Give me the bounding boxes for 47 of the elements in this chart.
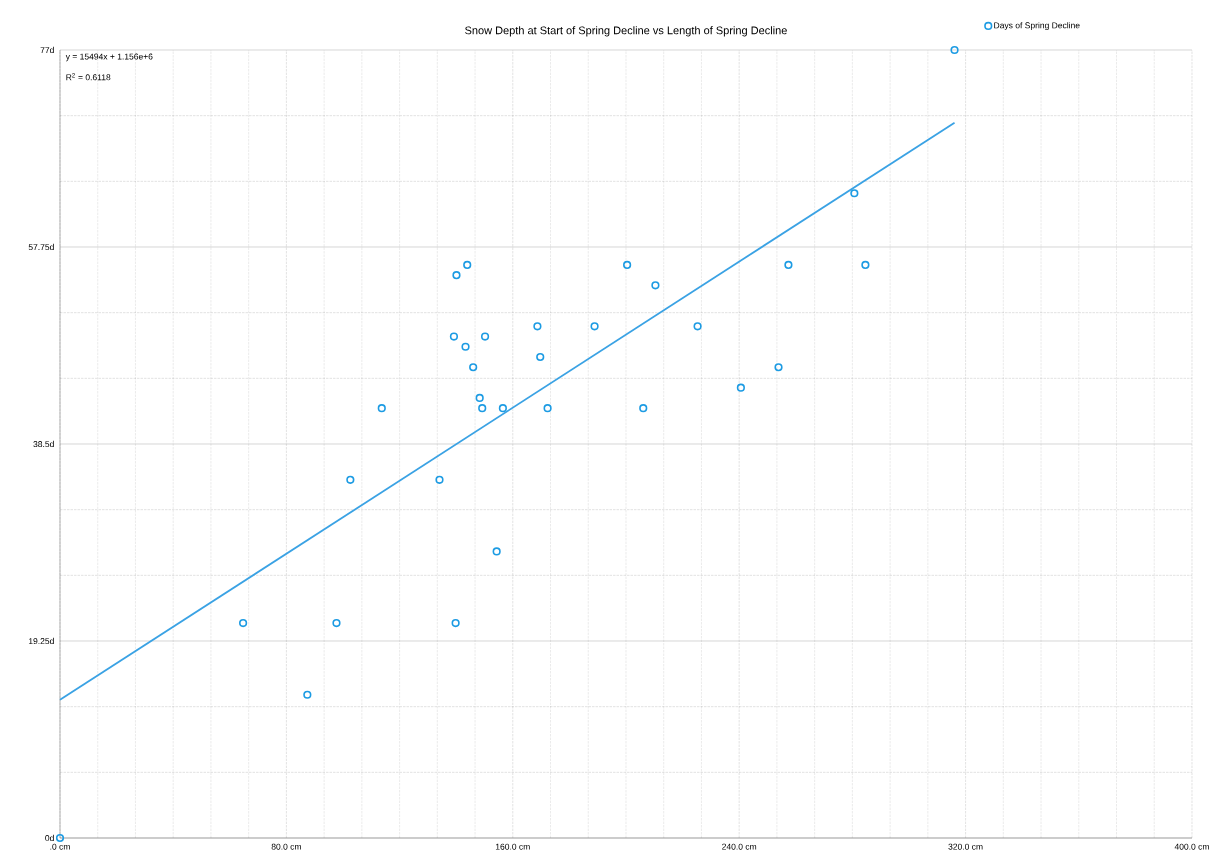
point	[536, 352, 545, 362]
point	[303, 690, 312, 699]
point	[449, 332, 459, 341]
point	[332, 618, 341, 628]
point	[475, 393, 484, 403]
annotation: y = 15494x + 1.156e+6	[65, 53, 153, 62]
point	[498, 404, 507, 413]
x-tick-label: 160.0 cm	[495, 843, 530, 850]
point	[435, 475, 444, 484]
point	[693, 322, 702, 331]
point	[623, 260, 632, 269]
point	[451, 618, 460, 628]
point	[533, 322, 542, 331]
point	[492, 547, 501, 556]
point	[55, 833, 65, 843]
point	[784, 260, 793, 269]
point	[774, 363, 783, 372]
point	[346, 475, 355, 484]
x-tick-label: .0 cm	[50, 843, 70, 850]
point	[478, 404, 487, 413]
point	[452, 271, 461, 280]
y-tick-label: 77d	[40, 46, 54, 54]
point	[463, 260, 472, 269]
y-tick-label: 0d	[45, 834, 54, 842]
point	[736, 383, 745, 392]
point	[480, 332, 490, 341]
point	[651, 281, 660, 290]
x-tick-label: 80.0 cm	[271, 843, 301, 850]
annotation: R$^{2}$ = 0.6118	[66, 73, 111, 81]
legend-label: Days of Spring Decline	[994, 22, 1080, 31]
point	[239, 618, 248, 628]
point	[469, 363, 478, 372]
y-tick-label: 38.5d	[33, 440, 54, 448]
point	[377, 404, 386, 413]
point	[861, 260, 870, 269]
x-tick-label: 400.0 cm	[1174, 843, 1209, 850]
point	[590, 322, 599, 331]
point	[950, 45, 959, 55]
chart-title: Snow Depth at Start of Spring Decline vs Length of Spring Decline	[465, 26, 787, 37]
point	[543, 404, 552, 413]
x-tick-label: 240.0 cm	[722, 843, 757, 850]
point	[850, 189, 859, 198]
x-tick-label: 320.0 cm	[948, 843, 983, 850]
point	[639, 404, 648, 413]
y-tick-label: 57.75d	[28, 243, 54, 251]
point	[461, 342, 470, 351]
y-tick-label: 19.25d	[28, 637, 54, 645]
